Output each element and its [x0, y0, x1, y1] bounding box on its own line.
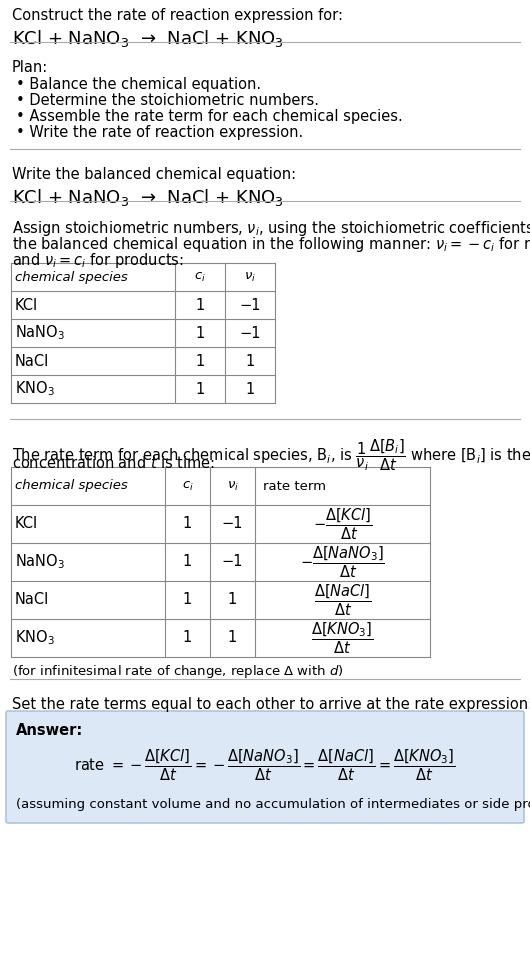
Text: $\nu_i$: $\nu_i$: [244, 270, 256, 284]
Text: Plan:: Plan:: [12, 60, 48, 75]
FancyBboxPatch shape: [6, 711, 524, 823]
Text: 1: 1: [228, 592, 237, 607]
Text: −1: −1: [222, 516, 243, 532]
Text: $\dfrac{\Delta[KNO_3]}{\Delta t}$: $\dfrac{\Delta[KNO_3]}{\Delta t}$: [311, 620, 374, 656]
Text: NaNO$_3$: NaNO$_3$: [15, 552, 65, 571]
Text: 1: 1: [183, 630, 192, 645]
Text: KCl: KCl: [15, 516, 38, 532]
Text: KCl + NaNO$_3$  →  NaCl + KNO$_3$: KCl + NaNO$_3$ → NaCl + KNO$_3$: [12, 187, 284, 208]
Text: 1: 1: [196, 382, 205, 396]
Text: $-\dfrac{\Delta[NaNO_3]}{\Delta t}$: $-\dfrac{\Delta[NaNO_3]}{\Delta t}$: [300, 545, 385, 580]
Text: −1: −1: [222, 554, 243, 570]
Text: 1: 1: [196, 353, 205, 369]
Text: chemical species: chemical species: [15, 479, 128, 493]
Text: $\dfrac{\Delta[NaCl]}{\Delta t}$: $\dfrac{\Delta[NaCl]}{\Delta t}$: [314, 583, 372, 618]
Text: 1: 1: [196, 298, 205, 312]
Text: KCl: KCl: [15, 298, 38, 312]
Text: KCl + NaNO$_3$  →  NaCl + KNO$_3$: KCl + NaNO$_3$ → NaCl + KNO$_3$: [12, 28, 284, 49]
Text: concentration and $t$ is time:: concentration and $t$ is time:: [12, 455, 215, 471]
Text: 1: 1: [228, 630, 237, 645]
Text: $\nu_i$: $\nu_i$: [226, 479, 238, 493]
Text: 1: 1: [245, 382, 254, 396]
Text: • Assemble the rate term for each chemical species.: • Assemble the rate term for each chemic…: [16, 109, 403, 124]
Text: • Determine the stoichiometric numbers.: • Determine the stoichiometric numbers.: [16, 93, 319, 108]
Text: NaCl: NaCl: [15, 353, 49, 369]
Text: The rate term for each chemical species, B$_i$, is $\dfrac{1}{\nu_i}\dfrac{\Delt: The rate term for each chemical species,…: [12, 437, 530, 472]
Text: rate term: rate term: [263, 479, 326, 493]
Text: NaCl: NaCl: [15, 592, 49, 607]
Text: −1: −1: [239, 326, 261, 341]
Text: the balanced chemical equation in the following manner: $\nu_i = -c_i$ for react: the balanced chemical equation in the fo…: [12, 235, 530, 254]
Text: KNO$_3$: KNO$_3$: [15, 629, 55, 647]
Text: KNO$_3$: KNO$_3$: [15, 380, 55, 398]
Text: Construct the rate of reaction expression for:: Construct the rate of reaction expressio…: [12, 8, 343, 23]
Text: (assuming constant volume and no accumulation of intermediates or side products): (assuming constant volume and no accumul…: [16, 798, 530, 811]
Text: chemical species: chemical species: [15, 270, 128, 283]
Text: Write the balanced chemical equation:: Write the balanced chemical equation:: [12, 167, 296, 182]
Text: $c_i$: $c_i$: [182, 479, 193, 493]
Text: • Balance the chemical equation.: • Balance the chemical equation.: [16, 77, 261, 92]
Text: (for infinitesimal rate of change, replace Δ with $d$): (for infinitesimal rate of change, repla…: [12, 663, 344, 680]
Text: Set the rate terms equal to each other to arrive at the rate expression:: Set the rate terms equal to each other t…: [12, 697, 530, 712]
Text: 1: 1: [183, 516, 192, 532]
Text: 1: 1: [183, 592, 192, 607]
Text: and $\nu_i = c_i$ for products:: and $\nu_i = c_i$ for products:: [12, 251, 184, 270]
Text: 1: 1: [183, 554, 192, 570]
Text: 1: 1: [196, 326, 205, 341]
Text: 1: 1: [245, 353, 254, 369]
Text: • Write the rate of reaction expression.: • Write the rate of reaction expression.: [16, 125, 303, 140]
Text: Assign stoichiometric numbers, $\nu_i$, using the stoichiometric coefficients, $: Assign stoichiometric numbers, $\nu_i$, …: [12, 219, 530, 238]
Text: NaNO$_3$: NaNO$_3$: [15, 324, 65, 343]
Text: rate $= -\dfrac{\Delta[KCl]}{\Delta t} = -\dfrac{\Delta[NaNO_3]}{\Delta t} = \df: rate $= -\dfrac{\Delta[KCl]}{\Delta t} =…: [74, 747, 456, 783]
Text: Answer:: Answer:: [16, 723, 83, 738]
Text: −1: −1: [239, 298, 261, 312]
Text: $-\dfrac{\Delta[KCl]}{\Delta t}$: $-\dfrac{\Delta[KCl]}{\Delta t}$: [313, 507, 372, 542]
Text: $c_i$: $c_i$: [194, 270, 206, 284]
